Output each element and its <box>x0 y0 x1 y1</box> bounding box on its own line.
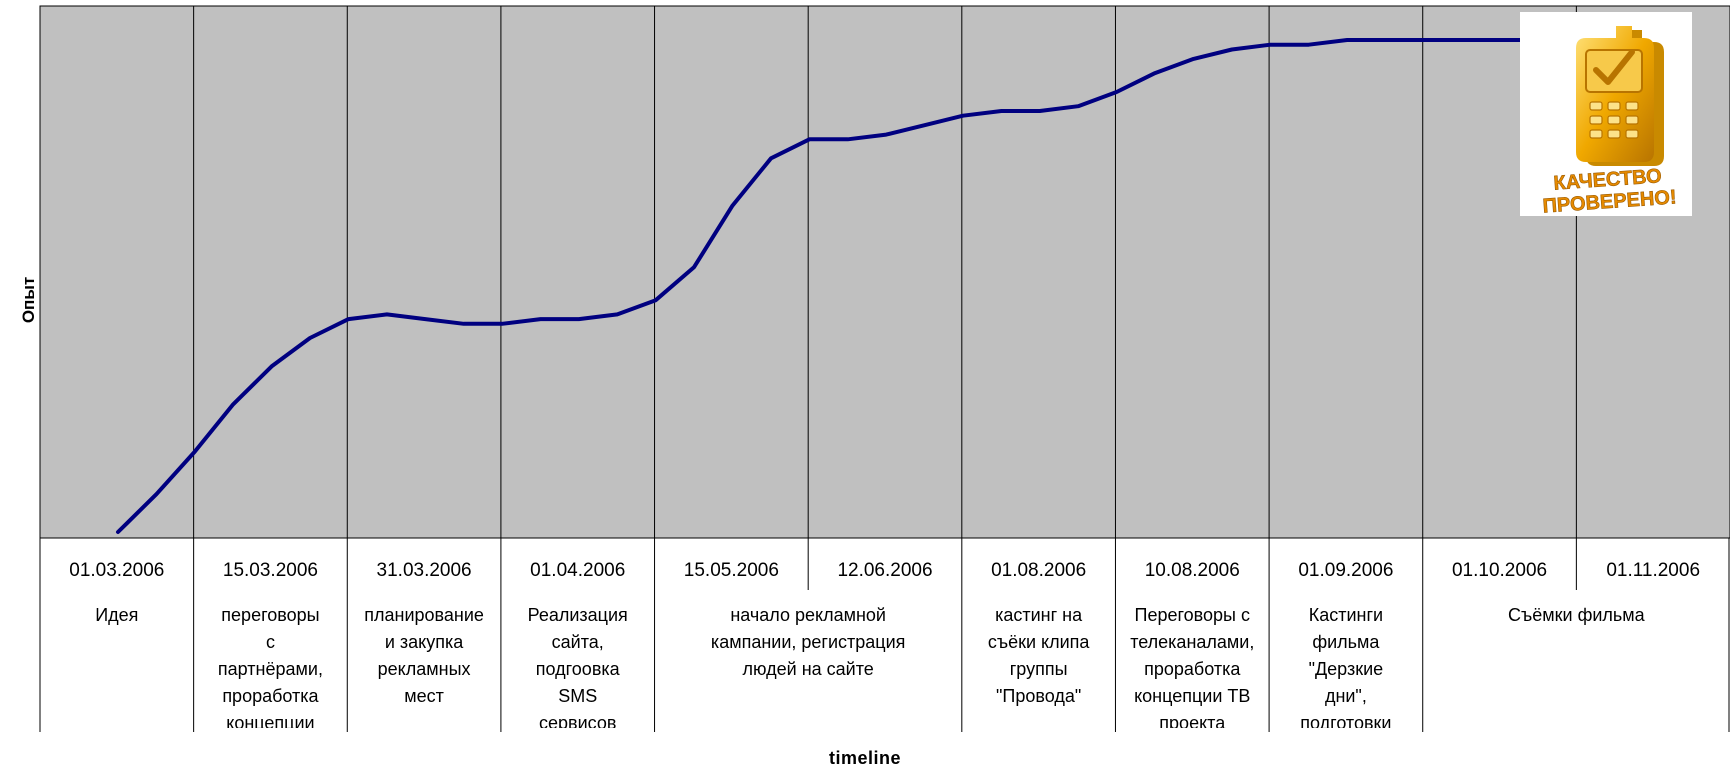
grid-lines <box>39 6 1730 732</box>
event-label: Кастинги фильма "Дерзкие дни", подготовк… <box>1300 605 1392 728</box>
x-axis-label: timeline <box>828 748 902 768</box>
data-point <box>194 451 196 453</box>
data-point <box>386 313 388 315</box>
data-point <box>463 323 465 325</box>
data-point <box>616 313 618 315</box>
data-point <box>770 157 772 159</box>
data-point <box>924 124 926 126</box>
event-label: кастинг на съёки клипа группы "Провода" <box>987 605 1090 706</box>
data-point <box>1192 58 1194 60</box>
date-label: 15.05.2006 <box>683 560 779 581</box>
data-point <box>1500 39 1502 41</box>
data-point <box>232 403 234 405</box>
date-label: 15.03.2006 <box>222 560 318 581</box>
data-point <box>578 318 580 320</box>
data-point <box>1116 91 1118 93</box>
date-label: 01.10.2006 <box>1451 560 1548 581</box>
data-point <box>501 323 503 325</box>
data-point <box>1461 39 1463 41</box>
date-label: 01.03.2006 <box>69 560 165 581</box>
data-point <box>885 134 887 136</box>
data-point <box>347 318 349 320</box>
data-point <box>1385 39 1386 41</box>
quality-badge: КАЧЕСТВО ПРОВЕРЕНО! <box>1520 12 1692 218</box>
data-point <box>309 337 311 339</box>
data-point <box>1231 48 1233 50</box>
date-label: 01.11.2006 <box>1606 560 1701 581</box>
data-point <box>655 299 657 301</box>
data-point <box>1000 110 1002 112</box>
event-label: Переговоры с телеканалами, проработка ко… <box>1130 605 1255 728</box>
event-label: Идея <box>95 605 139 625</box>
data-point <box>962 115 964 117</box>
data-point <box>1269 44 1271 46</box>
y-axis-label: Опыт <box>19 276 39 324</box>
data-point <box>1154 72 1156 74</box>
date-label: 01.08.2006 <box>991 560 1087 581</box>
data-point <box>1077 105 1079 107</box>
data-point <box>1346 39 1348 41</box>
data-point <box>1423 39 1425 41</box>
event-label: переговоры с партнёрами, проработка конц… <box>217 605 323 728</box>
date-label: 12.06.2006 <box>837 560 933 581</box>
data-point <box>271 365 273 367</box>
event-label: планирование и закупка рекламных мест <box>364 605 484 706</box>
date-label: 10.08.2006 <box>1144 560 1240 581</box>
phone-checkmark-icon: КАЧЕСТВО ПРОВЕРЕНО! <box>1542 26 1678 218</box>
date-label: 31.03.2006 <box>376 560 472 581</box>
event-label: Съёмки фильма <box>1508 605 1645 625</box>
event-label: Реализация сайта, подгоовка SMS сервисов <box>527 605 628 728</box>
data-point <box>732 205 734 207</box>
data-point <box>1308 44 1310 46</box>
date-label: 01.04.2006 <box>530 560 626 581</box>
data-point <box>540 318 541 320</box>
event-label: начало рекламной кампании, регистрация л… <box>710 605 906 679</box>
plot-area <box>39 5 1730 539</box>
data-point <box>117 531 119 533</box>
data-point <box>693 266 695 268</box>
data-point <box>424 318 426 320</box>
data-point <box>808 138 810 140</box>
data-point <box>155 493 157 495</box>
data-point <box>847 138 849 140</box>
date-label: 01.09.2006 <box>1298 560 1394 581</box>
data-point <box>1039 110 1041 112</box>
